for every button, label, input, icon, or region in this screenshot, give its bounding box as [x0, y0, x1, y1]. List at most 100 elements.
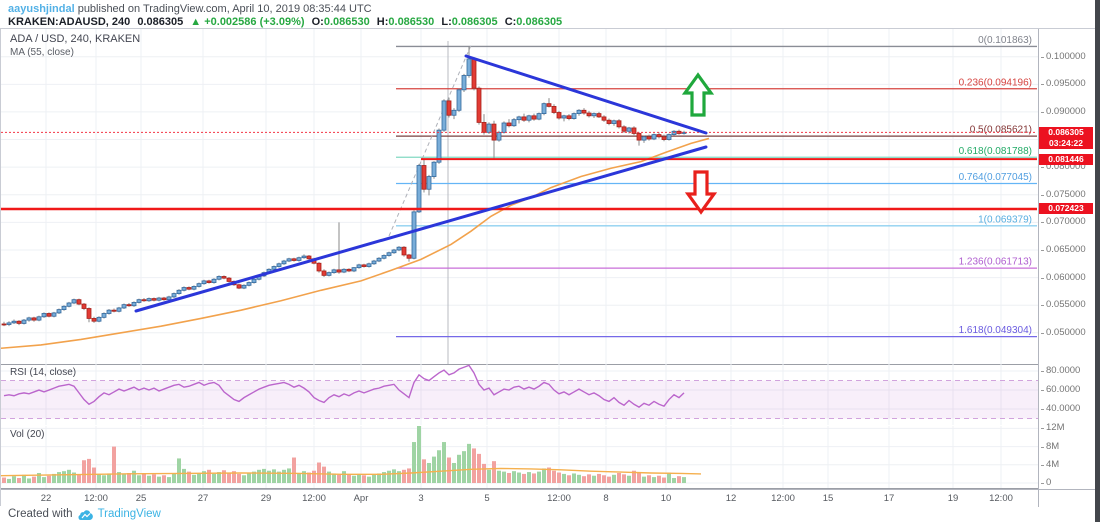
volume-bar-down [647, 475, 651, 483]
rsi-legend[interactable]: RSI (14, close) [10, 367, 77, 378]
symbol-name: KRAKEN:ADAUSD, 240 [8, 16, 131, 28]
volume-bar-down [557, 472, 561, 483]
volume-bar-up [462, 451, 466, 483]
volume-bar-down [322, 466, 326, 483]
volume-bar-up [97, 473, 101, 483]
tradingview-cloud-icon [78, 509, 93, 520]
candle-up [121, 304, 127, 309]
volume-bar-up [432, 456, 436, 483]
time-axis-label: 3 [418, 493, 424, 504]
candle-up [71, 299, 77, 304]
candle-down [506, 122, 512, 127]
browser-scrollbar[interactable] [1095, 0, 1100, 522]
volume-bar-down [522, 473, 526, 483]
candle-down [581, 109, 587, 114]
candle-down [361, 264, 367, 267]
volume-bar-down [47, 475, 51, 483]
volume-bar-up [352, 475, 356, 483]
symbol-info-bar: KRAKEN:ADAUSD, 240 0.086305 ▲ +0.002586 … [8, 16, 562, 28]
candle-down [1, 323, 7, 326]
volume-bar-down [307, 472, 311, 483]
candle-down [606, 119, 612, 124]
candle-up [516, 116, 522, 121]
candle-up [61, 305, 67, 311]
candle-up [196, 283, 202, 287]
candle-down [206, 280, 212, 283]
candle-up [191, 286, 197, 290]
volume-bar-up [327, 471, 331, 483]
candle-down [316, 262, 322, 272]
volume-bar-down [187, 471, 191, 483]
time-axis-label: 12:00 [84, 493, 108, 504]
candle-up [201, 280, 207, 285]
price-badge: 0.081446 [1039, 153, 1093, 165]
ma-legend[interactable]: MA (55, close) [10, 47, 74, 58]
price-axis-label: 0.095000 [1041, 78, 1086, 90]
candle-down [476, 87, 482, 123]
candle-down [186, 287, 192, 290]
price-axis-label: 0.090000 [1041, 105, 1086, 117]
candle-down [646, 136, 652, 140]
candle-up [176, 289, 182, 294]
candle-down [151, 298, 157, 301]
price-axis-label: 0.055000 [1041, 299, 1086, 311]
candle-down [81, 303, 87, 309]
volume-bar-down [2, 477, 6, 483]
volume-bar-up [122, 474, 126, 483]
rsi-pane[interactable] [1, 364, 1038, 425]
fib-level-label: 1.236(0.061713) [959, 257, 1032, 268]
volume-bar-up [257, 469, 261, 483]
volume-bar-up [27, 478, 31, 483]
candle-up [641, 136, 647, 141]
time-axis-label: 12:00 [547, 493, 571, 504]
candle-down [86, 308, 92, 319]
volume-bar-up [452, 462, 456, 483]
volume-bar-up [427, 462, 431, 483]
fib-level-label: 0.5(0.085621) [970, 125, 1032, 136]
tradingview-brand-link[interactable]: TradingView [97, 508, 161, 520]
dashed-trend-line [388, 42, 473, 237]
candle-up [356, 264, 362, 269]
volume-bar-down [552, 470, 556, 483]
pane-separator[interactable] [1, 364, 1096, 365]
candle-up [536, 113, 542, 120]
candle-up [416, 165, 422, 213]
volume-bar-down [587, 474, 591, 483]
volume-bar-up [267, 470, 271, 483]
volume-bar-up [42, 477, 46, 483]
volume-bar-up [612, 474, 616, 483]
candle-up [296, 257, 302, 261]
candle-down [221, 276, 227, 279]
main-legend[interactable]: ADA / USD, 240, KRAKEN [10, 33, 141, 45]
time-axis[interactable]: 22 12:00 25 27 29 12:00 Apr 3 5 12:00 8 10 12 12:00 15… [1, 489, 1038, 507]
candle-down [421, 165, 427, 190]
candle-down [636, 133, 642, 141]
volume-legend[interactable]: Vol (20) [10, 429, 45, 440]
candle-down [346, 268, 352, 272]
price-pane[interactable]: 0(0.101863) 0.236(0.094196) 0.5(0.085621) 0… [1, 29, 1038, 364]
price-axis[interactable]: 0.100000 0.095000 0.090000 0.080000 0.075000… [1038, 29, 1096, 489]
volume-bar-up [377, 473, 381, 483]
volume-bar-up [537, 471, 541, 483]
pane-separator[interactable] [1, 488, 1096, 489]
candle-up [666, 134, 672, 140]
time-axis-label: 27 [197, 493, 209, 504]
high-value: 0.086530 [388, 16, 435, 28]
candle-down [46, 313, 52, 317]
volume-bar-up [572, 473, 576, 483]
volume-bar-up [372, 474, 376, 483]
volume-pane[interactable] [1, 426, 1038, 488]
candle-up [366, 263, 372, 267]
candle-up [41, 313, 47, 318]
candle-up [561, 115, 567, 119]
volume-bar-up [277, 471, 281, 483]
volume-bar-up [217, 472, 221, 483]
price-axis-label: 0.050000 [1041, 326, 1086, 338]
low-value: 0.086305 [451, 16, 498, 28]
candle-up [276, 263, 282, 267]
chart-widget[interactable]: 0(0.101863) 0.236(0.094196) 0.5(0.085621) 0… [0, 28, 1096, 507]
price-axis-label: 0.080000 [1041, 161, 1086, 173]
author-link[interactable]: aayushjindal [8, 3, 75, 15]
candle-down [401, 246, 407, 256]
candle-down [481, 122, 487, 133]
